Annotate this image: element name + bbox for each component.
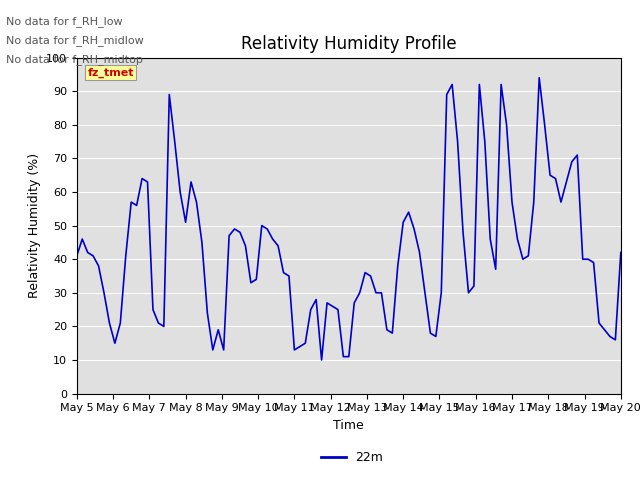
X-axis label: Time: Time [333, 419, 364, 432]
Text: No data for f_RH_midlow: No data for f_RH_midlow [6, 35, 144, 46]
Title: Relativity Humidity Profile: Relativity Humidity Profile [241, 35, 456, 53]
Text: fz_tmet: fz_tmet [88, 68, 134, 78]
Y-axis label: Relativity Humidity (%): Relativity Humidity (%) [28, 153, 40, 298]
Legend: 22m: 22m [316, 446, 388, 469]
Text: No data for f_RH_midtop: No data for f_RH_midtop [6, 54, 143, 65]
Text: No data for f_RH_low: No data for f_RH_low [6, 16, 123, 27]
